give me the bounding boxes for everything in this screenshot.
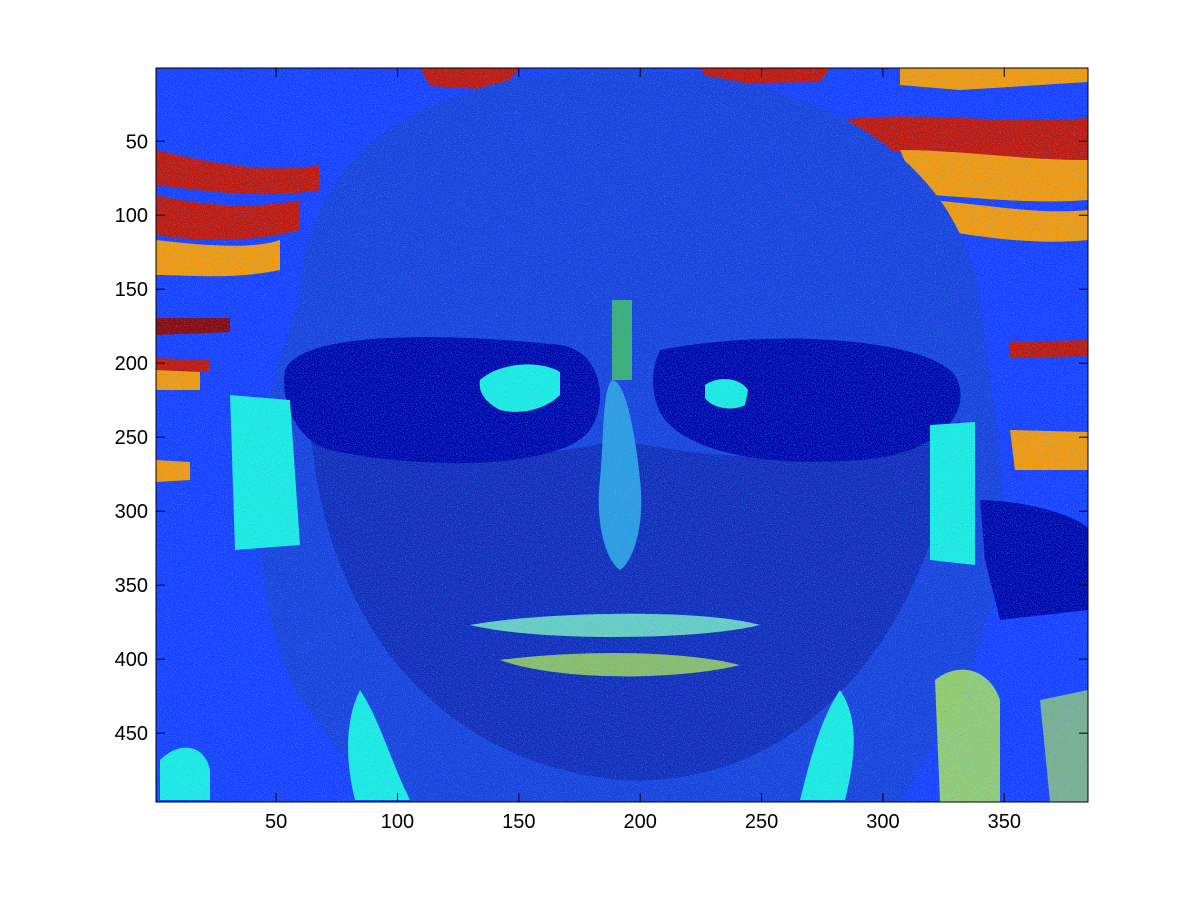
x-tick-label: 200	[624, 811, 657, 833]
x-tick-label: 50	[265, 811, 287, 833]
y-tick-label: 200	[115, 353, 148, 375]
axes-box	[155, 67, 1089, 803]
heatmap-image	[156, 68, 1088, 802]
y-axis: 50 100 150 200 250 300 350 400 450	[115, 131, 1088, 745]
y-tick-label: 250	[115, 427, 148, 449]
x-tick-label: 150	[502, 811, 535, 833]
y-tick-label: 400	[115, 649, 148, 671]
y-tick-label: 350	[115, 575, 148, 597]
y-tick-label: 50	[126, 131, 148, 153]
x-tick-label: 300	[866, 811, 899, 833]
x-tick-label: 100	[381, 811, 414, 833]
y-tick-label: 450	[115, 723, 148, 745]
x-axis: 50 100 150 200 250 300 350	[265, 68, 1021, 833]
y-tick-label: 300	[115, 501, 148, 523]
x-tick-label: 250	[745, 811, 778, 833]
y-tick-label: 150	[115, 279, 148, 301]
y-tick-label: 100	[115, 205, 148, 227]
x-tick-label: 350	[988, 811, 1021, 833]
